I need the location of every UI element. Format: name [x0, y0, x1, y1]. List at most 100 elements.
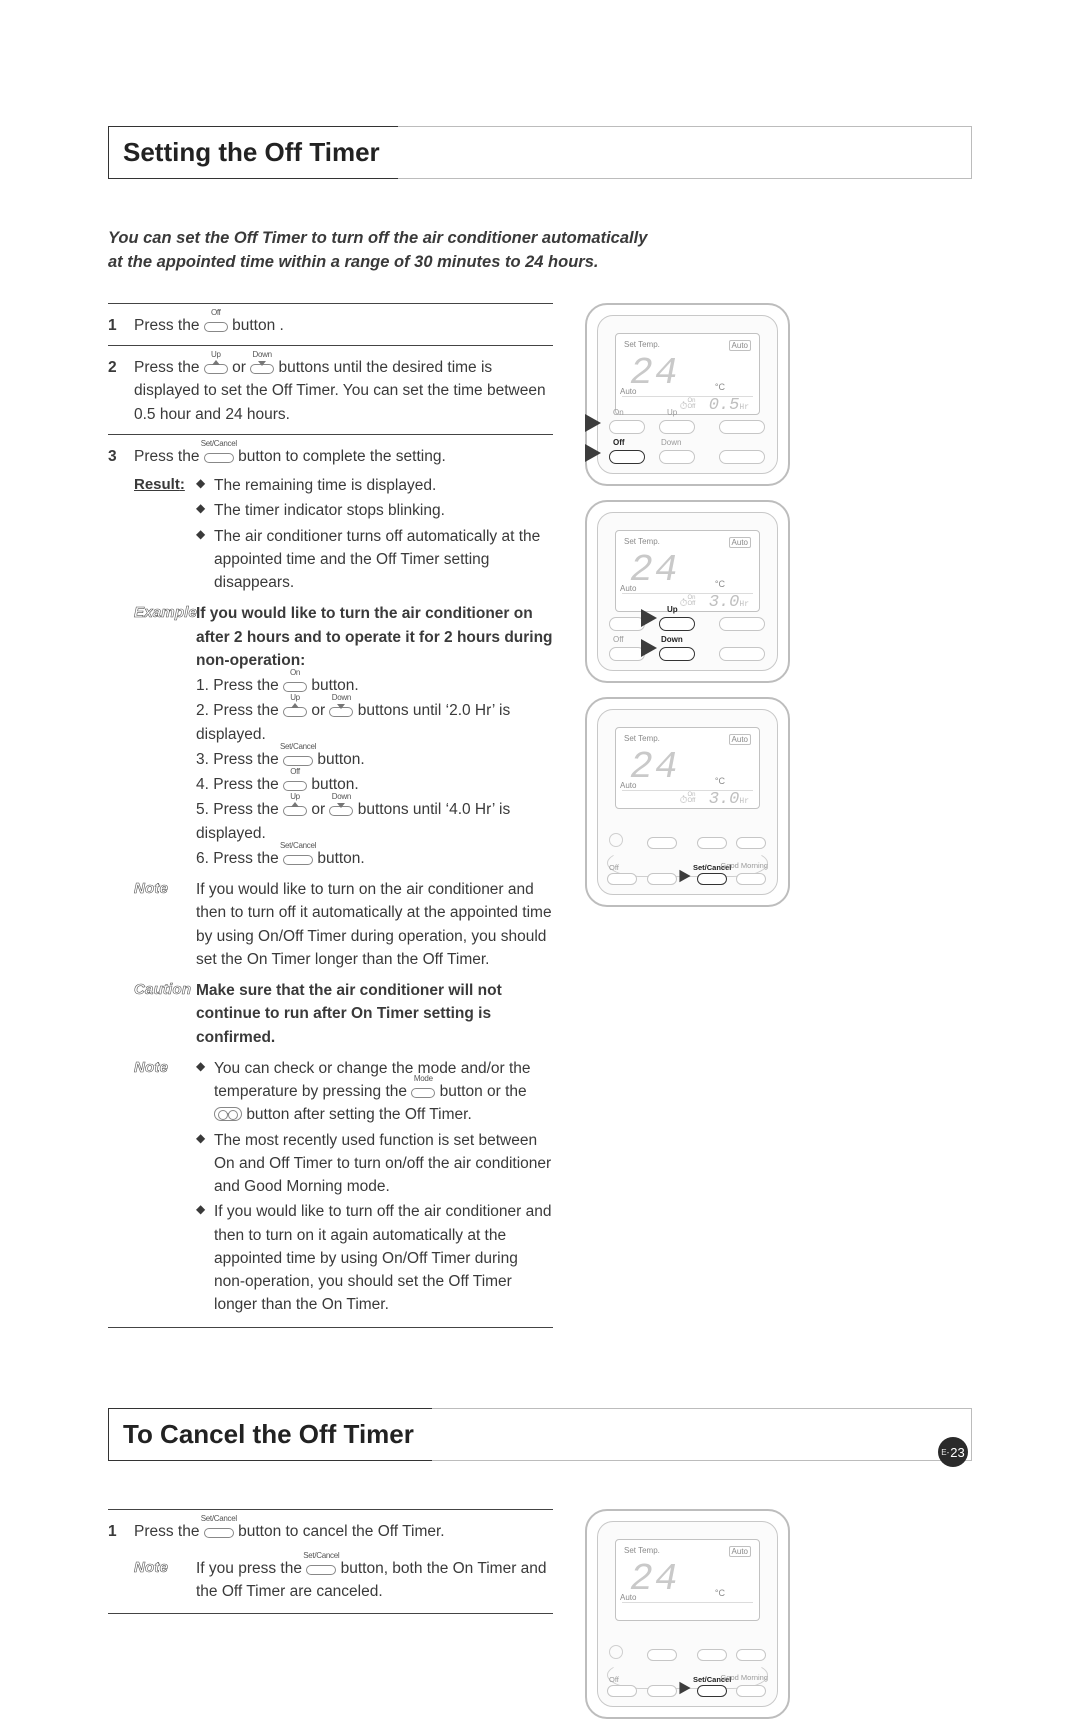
- note2-item: You can check or change the mode and/or …: [196, 1057, 553, 1127]
- timer-value-2: 3.0Hr: [709, 593, 749, 612]
- step-2-num: 2: [108, 356, 134, 426]
- ex-l5-mid: or: [311, 801, 329, 818]
- off-button-icon: Off: [204, 316, 228, 332]
- on-pill: [609, 617, 645, 631]
- ex-l2-pre: 2. Press the: [196, 702, 283, 719]
- cn-pre: If you press the: [196, 1560, 306, 1577]
- remote-illustration-3: Set Temp. Auto 24 °C Auto ⏱OnOff 3.0Hr O…: [585, 697, 790, 907]
- up-pill: [659, 420, 695, 434]
- screen-temp: 24: [630, 1558, 680, 1601]
- n2b1-post: button after setting the Off Timer.: [246, 1106, 471, 1123]
- off-pill: [609, 450, 645, 464]
- sc3: Set/Cancel: [201, 1513, 237, 1525]
- sm-pill: [697, 837, 727, 849]
- example-lead: If you would like to turn the air condit…: [196, 602, 553, 672]
- sm-pill: [607, 873, 637, 885]
- ex-l3-post: button.: [317, 751, 364, 768]
- goodmorning-sm: Good Morning: [720, 1673, 768, 1682]
- ex-l6-pre: 6. Press the: [196, 850, 283, 867]
- note1-text: If you would like to turn on the air con…: [196, 878, 553, 971]
- pointer-icon: [641, 609, 657, 627]
- result-list: The remaining time is displayed. The tim…: [196, 474, 553, 594]
- long-pill: [719, 647, 765, 661]
- screen-auto-small: Auto: [620, 387, 636, 396]
- setcancel-button-icon: Set/Cancel: [283, 750, 313, 766]
- c1-pre: Press the: [134, 1523, 204, 1540]
- note2-item: The most recently used function is set b…: [196, 1129, 553, 1199]
- pointer-icon: [585, 444, 601, 462]
- down-label: Down: [253, 349, 272, 361]
- screen-settemp: Set Temp.: [624, 734, 660, 743]
- screen-temp: 24: [630, 352, 680, 395]
- intro-text: You can set the Off Timer to turn off th…: [108, 227, 663, 275]
- screen-settemp: Set Temp.: [624, 1546, 660, 1555]
- on-lbl: On: [613, 408, 624, 417]
- sm-pill: [736, 837, 766, 849]
- screen-auto-box: Auto: [729, 734, 751, 745]
- setcancel-button-icon: Set/Cancel: [306, 1559, 336, 1575]
- note2-item: If you would like to turn off the air co…: [196, 1200, 553, 1316]
- long-pill: [719, 450, 765, 464]
- ex-l4-pre: 4. Press the: [196, 776, 283, 793]
- example-label: Example: [134, 602, 196, 872]
- screen-auto-box: Auto: [729, 340, 751, 351]
- heading-rule-2: [432, 1408, 972, 1461]
- step1-post: button .: [232, 317, 284, 334]
- remote-illustration-2: Set Temp. Auto 24 °C Auto ⏱OnOff 3.0Hr U…: [585, 500, 790, 683]
- timer-icon: ⏱OnOff: [680, 792, 696, 806]
- caution-text: Make sure that the air conditioner will …: [196, 979, 553, 1049]
- sm-pill: [647, 1685, 677, 1697]
- sm-pill: [736, 1649, 766, 1661]
- timer-icon: ⏱OnOff: [680, 398, 696, 412]
- sm-pill: [736, 873, 766, 885]
- sm-pill: [647, 873, 677, 885]
- on-pill: [609, 420, 645, 434]
- long-pill: [719, 420, 765, 434]
- sm-pill: [647, 1649, 677, 1661]
- cancel-step-1-num: 1: [108, 1520, 134, 1606]
- step-2: 2 Press the Up or Down buttons until th: [108, 345, 553, 434]
- screen-temp: 24: [630, 549, 680, 592]
- result-label: Result: [134, 474, 196, 596]
- step3-post: button to complete the setting.: [238, 448, 446, 465]
- screen-auto-small: Auto: [620, 1593, 636, 1602]
- off-lbl: Off: [290, 766, 300, 778]
- step2-mid: or: [232, 359, 250, 376]
- screen-auto-small: Auto: [620, 781, 636, 790]
- sm-pill: [647, 837, 677, 849]
- step-1: 1 Press the Off button .: [108, 303, 553, 345]
- setcancel-button-icon: Set/Cancel: [204, 447, 234, 463]
- sm-pill: [697, 1649, 727, 1661]
- sm-pill: [607, 1685, 637, 1697]
- sm-pill: [736, 1685, 766, 1697]
- pointer-icon: [585, 414, 601, 432]
- up-button-icon: Up: [283, 800, 307, 816]
- page-number-badge: E-23: [938, 1437, 968, 1467]
- off-label: Off: [211, 307, 221, 319]
- off-lbl: Off: [613, 635, 624, 644]
- screen-settemp: Set Temp.: [624, 340, 660, 349]
- screen-auto-small: Auto: [620, 584, 636, 593]
- step-1-num: 1: [108, 314, 134, 337]
- screen-auto-box: Auto: [729, 1546, 751, 1557]
- long-pill: [719, 617, 765, 631]
- off-lbl: Off: [613, 438, 625, 447]
- up-button-icon: Up: [283, 701, 307, 717]
- step1-pre: Press the: [134, 317, 204, 334]
- ex-l5-pre: 5. Press the: [196, 801, 283, 818]
- screen-degree: °C: [715, 382, 725, 392]
- mode-lbl: Mode: [414, 1073, 433, 1085]
- pointer-icon: [641, 639, 657, 657]
- remote-illustration-1: Set Temp. Auto 24 °C Auto ⏱OnOff 0.5Hr O…: [585, 303, 790, 486]
- goodmorning-sm: Good Morning: [720, 861, 768, 870]
- fan-button-icon: [214, 1107, 242, 1121]
- on-lbl: On: [290, 667, 300, 679]
- up-button-icon: Up: [204, 358, 228, 374]
- ex-l1-pre: 1. Press the: [196, 677, 283, 694]
- step3-pre: Press the: [134, 448, 204, 465]
- heading-cancel-off-timer: To Cancel the Off Timer: [108, 1408, 432, 1461]
- screen-temp: 24: [630, 746, 680, 789]
- screen-degree: °C: [715, 1588, 725, 1598]
- heading-rule: [398, 126, 972, 179]
- off-sm: Off: [609, 863, 619, 872]
